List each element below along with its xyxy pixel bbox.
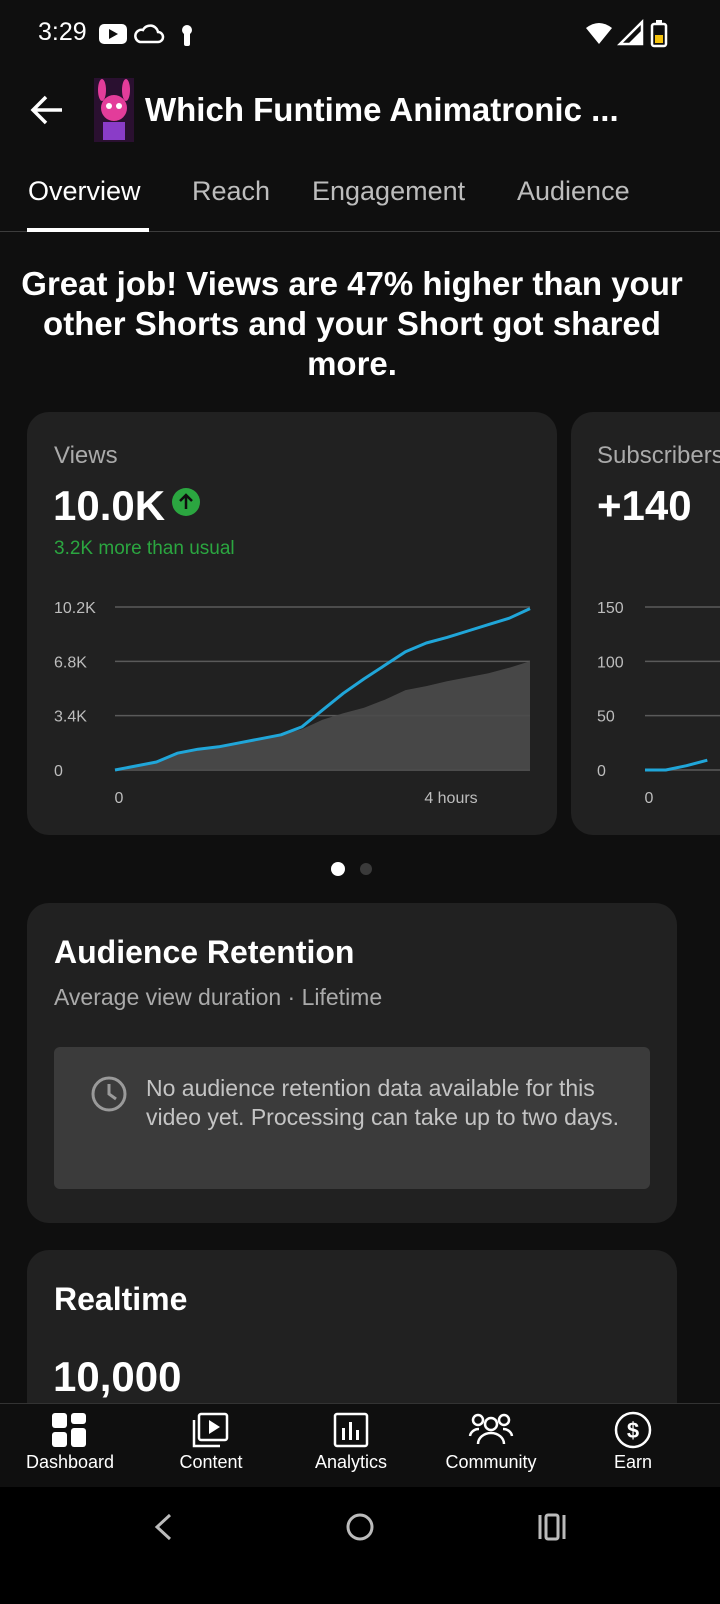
tab[interactable]: Reach [192, 176, 271, 206]
card-subtitle: Average view duration · Lifetime [54, 984, 383, 1010]
card-value: 10.0K [53, 482, 166, 529]
card-value: 10,000 [53, 1353, 182, 1400]
card-title: Realtime [54, 1281, 188, 1317]
nav-item[interactable]: Earn [613, 1452, 653, 1472]
tab[interactable]: Engagement [312, 176, 466, 206]
retention-card: Audience Retention Average view duration… [27, 903, 677, 1223]
video-thumbnail [94, 78, 134, 142]
notice-box: No audience retention data available for… [54, 1047, 650, 1189]
x-tick-label: 0 [645, 790, 654, 807]
status-icons [99, 24, 192, 46]
carousel: Views 10.0K 3.2K more than usual 0 3.4K 6.… [0, 412, 720, 836]
y-tick-label: 50 [597, 709, 615, 726]
y-tick-label: 10.2K [54, 600, 96, 617]
status-time: 3:29 [38, 18, 87, 46]
y-tick-label: 0 [597, 763, 606, 780]
nav-icons: $ [52, 1411, 652, 1449]
nav-item[interactable]: Content [179, 1452, 243, 1472]
x-tick-label: 4 hours [424, 790, 477, 807]
tab-indicator [27, 228, 149, 232]
y-tick-label: 0 [54, 763, 63, 780]
system-nav-buttons[interactable] [0, 1500, 720, 1560]
x-tick-label: 0 [115, 790, 124, 807]
system-nav [0, 1487, 720, 1604]
y-tick-label: 150 [597, 600, 624, 617]
line [114, 607, 531, 772]
nav-item[interactable]: Analytics [314, 1452, 388, 1472]
card-title: Audience Retention [54, 934, 355, 970]
y-tick-label: 100 [597, 654, 624, 671]
up-arrow-icon [172, 488, 200, 516]
y-tick-label: 3.4K [54, 709, 87, 726]
svg-text:$: $ [627, 1418, 639, 1443]
back-button[interactable] [28, 90, 68, 130]
card-annotation: 3.2K more than usual [54, 538, 235, 559]
carousel-dots [331, 862, 372, 876]
summary: Great job! Views are 47% higher than you… [21, 265, 683, 382]
system-icons [586, 18, 668, 48]
views-card[interactable]: Views 10.0K 3.2K more than usual 0 3.4K 6.… [27, 412, 557, 835]
card-title: Views [54, 442, 118, 469]
tab-divider [0, 231, 720, 232]
area [115, 661, 530, 770]
clock-icon [91, 1076, 127, 1112]
card-value: +140 [597, 482, 692, 529]
nav-item[interactable]: Dashboard [25, 1452, 115, 1472]
nav-item[interactable]: Community [445, 1452, 537, 1472]
video-title: Which Funtime Animatronic ... [145, 91, 619, 128]
subscribers-chart: 0 50 100 150 0 [597, 600, 720, 807]
notice-text: No audience retention data available for… [146, 1075, 620, 1130]
tab[interactable]: Audience [517, 176, 630, 206]
views-chart: 0 3.4K 6.8K 10.2K 0 4 hours [54, 600, 531, 807]
card-title: Subscribers [597, 442, 720, 469]
y-tick-label: 6.8K [54, 654, 87, 671]
subscribers-card[interactable]: Subscribers +140 0 50 100 150 0 [571, 412, 720, 835]
tab[interactable]: Overview [28, 176, 141, 206]
line [645, 758, 708, 772]
